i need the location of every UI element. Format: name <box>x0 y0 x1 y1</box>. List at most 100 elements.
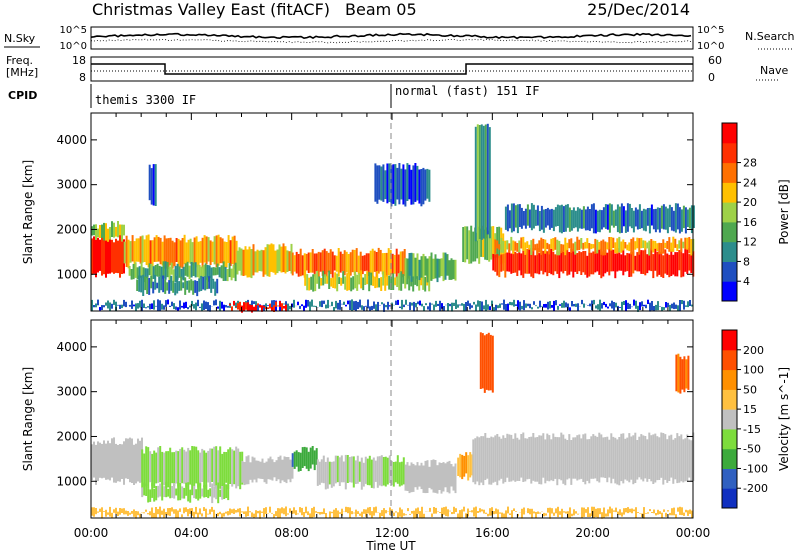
time-tick-4: 16:00 <box>475 526 510 540</box>
velocity-y-ticks: 1000 2000 3000 4000 <box>56 340 693 488</box>
power-colorbar-swatch-5 <box>722 182 737 203</box>
velocity-ylabel: Slant Range [km] <box>21 367 35 471</box>
velocity-colorbar-swatch-8 <box>722 330 737 351</box>
nave-tick-top: 60 <box>708 54 722 67</box>
velocity-band-7 <box>457 452 474 481</box>
power-x-ticks <box>90 113 694 311</box>
velocity-band-3 <box>241 455 294 486</box>
beam-label: Beam 05 <box>345 0 417 19</box>
time-tick-6: 00:00 <box>676 526 711 540</box>
power-ytick-2: 3000 <box>56 178 87 192</box>
time-tick-3: 12:00 <box>375 526 410 540</box>
velocity-colorbar-tick-1: 100 <box>743 364 764 377</box>
power-band-2 <box>123 234 238 269</box>
cpid-segment-0: themis 3300 IF <box>95 93 196 107</box>
time-tick-0: 00:00 <box>74 526 109 540</box>
time-tick-1: 04:00 <box>174 526 209 540</box>
velocity-colorbar-label: Velocity [m s^-1] <box>777 367 791 471</box>
cpid-segment-1: normal (fast) 151 IF <box>395 84 540 98</box>
velocity-colorbar-tick-3: 15 <box>743 403 757 416</box>
power-band-11 <box>492 236 695 256</box>
power-y-ticks: 1000 2000 3000 4000 <box>56 133 693 281</box>
velocity-colorbar-swatch-2 <box>722 448 737 469</box>
velocity-colorbar-swatch-0 <box>722 488 737 509</box>
velocity-band-11 <box>675 353 690 394</box>
power-ytick-0: 1000 <box>56 267 87 281</box>
nave-right-label: Nave <box>760 64 788 77</box>
time-axis-labels: 00:00 04:00 08:00 12:00 16:00 20:00 00:00 <box>74 526 711 540</box>
velocity-ytick-0: 1000 <box>56 474 87 488</box>
figure-title: Christmas Valley East (fitACF) <box>92 0 330 19</box>
power-colorbar-swatch-1 <box>722 261 737 282</box>
velocity-colorbar-swatch-5 <box>722 389 737 410</box>
velocity-colorbar-tick-0: 200 <box>743 344 764 357</box>
freq-label-line1: Freq. <box>6 54 33 67</box>
cpid-label: CPID <box>8 89 37 102</box>
velocity-bands <box>91 332 695 519</box>
power-band-17 <box>474 123 491 242</box>
velocity-band-5 <box>316 454 405 490</box>
time-tick-2: 08:00 <box>274 526 309 540</box>
power-colorbar-swatch-0 <box>722 281 737 302</box>
power-band-3 <box>128 261 237 283</box>
velocity-colorbar-tick-7: -200 <box>743 482 768 495</box>
power-colorbar-swatch-3 <box>722 221 737 243</box>
power-colorbar-tick-5: 24 <box>743 176 757 189</box>
velocity-x-ticks <box>90 320 694 518</box>
power-band-16 <box>374 163 431 207</box>
power-colorbar-swatch-4 <box>722 202 737 223</box>
velocity-colorbar-swatch-1 <box>722 468 737 489</box>
velocity-ytick-1: 2000 <box>56 429 87 443</box>
sky-right-tick-bottom: 10^0 <box>697 41 724 52</box>
power-band-10 <box>492 247 695 279</box>
power-band-0 <box>91 234 125 278</box>
power-bands <box>91 123 695 313</box>
time-axis-label: Time UT <box>365 539 416 553</box>
velocity-colorbar-swatch-3 <box>722 428 737 450</box>
power-colorbar-swatch-2 <box>722 241 737 262</box>
power-colorbar-tick-4: 20 <box>743 196 757 209</box>
velocity-colorbar-tick-2: 50 <box>743 383 757 396</box>
search-right-label: N.Search <box>745 30 795 43</box>
frequency-trace <box>91 63 693 75</box>
velocity-colorbar-swatch-6 <box>722 369 737 390</box>
velocity-colorbar: 200 100 50 15 -15 -50 -100 -200 <box>721 329 768 509</box>
power-band-15 <box>148 164 157 206</box>
power-band-5 <box>236 243 293 279</box>
velocity-panel: 1000 2000 3000 4000 Slant Range [km] <box>21 319 695 519</box>
freq-tick-top: 18 <box>72 54 86 67</box>
power-colorbar: 4 8 12 16 20 24 28 <box>721 122 757 302</box>
cpid-strip: CPID themis 3300 IF normal (fast) 151 IF <box>8 84 540 108</box>
power-band-8 <box>404 252 457 283</box>
velocity-band-2 <box>141 481 230 504</box>
velocity-band-9 <box>479 332 494 393</box>
velocity-colorbar-swatch-7 <box>722 349 737 371</box>
power-colorbar-swatch-7 <box>722 142 737 164</box>
power-colorbar-tick-1: 8 <box>743 255 750 268</box>
power-band-7 <box>304 270 431 292</box>
sky-tick-top: 10^5 <box>60 25 87 36</box>
power-colorbar-tick-0: 4 <box>743 275 750 288</box>
freq-tick-bottom: 8 <box>79 71 86 84</box>
velocity-band-4 <box>291 446 318 472</box>
sky-right-tick-top: 10^5 <box>697 25 724 36</box>
velocity-ytick-3: 4000 <box>56 340 87 354</box>
power-band-6 <box>291 247 406 278</box>
power-colorbar-tick-3: 16 <box>743 216 757 229</box>
velocity-colorbar-swatch-4 <box>722 409 737 430</box>
power-ylabel: Slant Range [km] <box>21 160 35 264</box>
power-panel: 1000 2000 3000 4000 Slant Range [km] <box>21 112 695 313</box>
power-band-12 <box>504 203 695 234</box>
power-colorbar-label: Power [dB] <box>777 179 791 244</box>
power-band-13 <box>91 299 693 312</box>
sky-noise-trace <box>90 32 692 40</box>
search-noise-trace <box>90 38 692 44</box>
power-colorbar-swatch-8 <box>722 123 737 144</box>
velocity-band-0 <box>91 437 143 485</box>
power-ytick-1: 2000 <box>56 222 87 236</box>
velocity-colorbar-tick-6: -100 <box>743 462 768 475</box>
power-colorbar-tick-6: 28 <box>743 157 757 170</box>
velocity-ytick-2: 3000 <box>56 385 87 399</box>
velocity-band-8 <box>472 432 695 486</box>
